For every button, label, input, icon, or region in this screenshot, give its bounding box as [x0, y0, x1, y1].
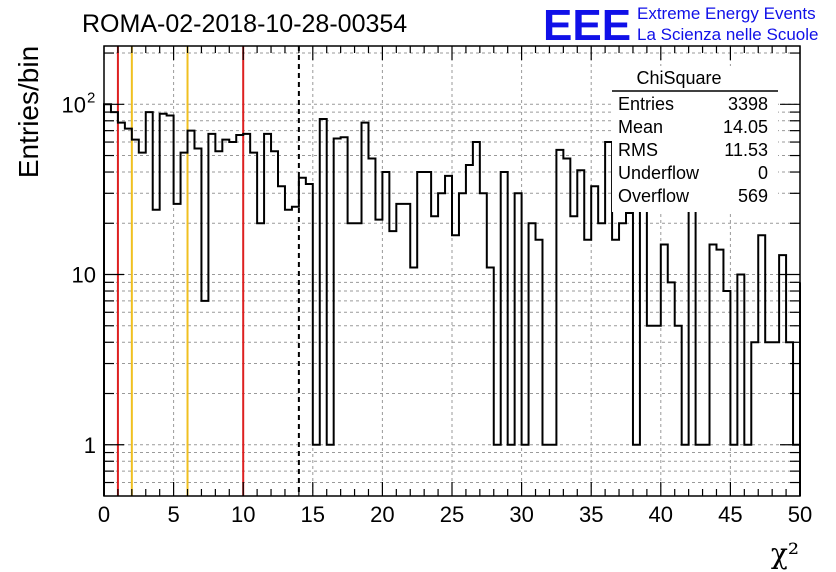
x-axis-title: χ² [771, 537, 799, 570]
stats-title: ChiSquare [636, 68, 721, 88]
x-tick-label-10: 50 [788, 502, 812, 527]
x-tick-label-0: 0 [98, 502, 110, 527]
stats-label-underflow: Underflow [618, 163, 700, 183]
stats-value-mean: 14.05 [723, 117, 768, 137]
stats-value-rms: 11.53 [724, 140, 768, 160]
stats-label-mean: Mean [618, 117, 663, 137]
logo-line2: La Scienza nelle Scuole [637, 25, 818, 44]
x-tick-label-8: 40 [649, 502, 673, 527]
x-tick-label-9: 45 [718, 502, 742, 527]
x-tick-label-3: 15 [301, 502, 325, 527]
stats-value-underflow: 0 [758, 163, 768, 183]
stats-label-overflow: Overflow [618, 186, 690, 206]
x-tick-label-1: 5 [167, 502, 179, 527]
x-tick-label-5: 25 [440, 502, 464, 527]
logo-line1: Extreme Energy Events [637, 4, 816, 23]
y-tick-label-1: 10 [72, 263, 96, 288]
grid [104, 46, 800, 496]
chart-title: ROMA-02-2018-10-28-00354 [82, 10, 407, 38]
logo-eee: EEE [543, 1, 631, 50]
x-tick-label-4: 20 [370, 502, 394, 527]
stats-value-overflow: 569 [738, 186, 768, 206]
x-tick-label-6: 30 [509, 502, 533, 527]
y-axis-title: Entries/bin [13, 46, 44, 178]
y-tick-exponent-2: 2 [87, 89, 95, 106]
x-tick-label-2: 10 [231, 502, 255, 527]
y-tick-label-0: 1 [84, 433, 96, 458]
y-tick-label-2: 10 [62, 92, 86, 117]
stats-label-rms: RMS [618, 140, 658, 160]
stats-value-entries: 3398 [728, 94, 768, 114]
stats-box: ChiSquare Entries 3398 Mean 14.05 RMS 11… [612, 66, 778, 212]
x-tick-label-7: 35 [579, 502, 603, 527]
histogram-step [103, 103, 801, 496]
stats-label-entries: Entries [618, 94, 674, 114]
